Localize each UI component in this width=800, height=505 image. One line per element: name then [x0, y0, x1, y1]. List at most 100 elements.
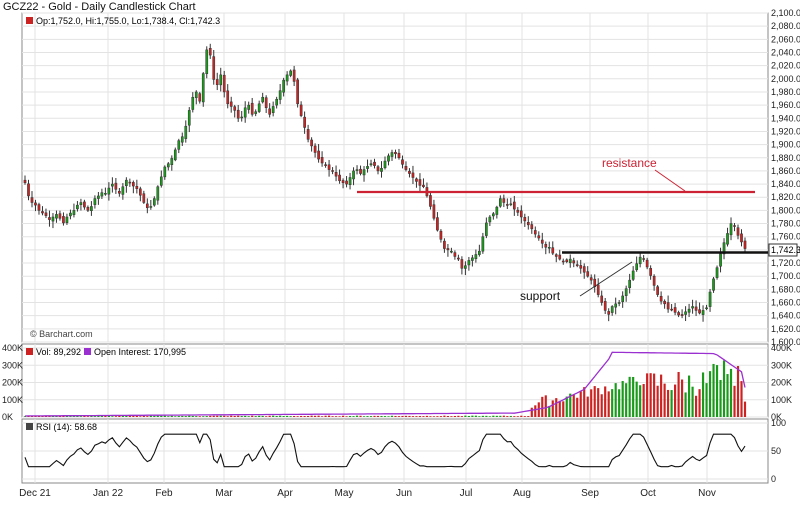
volume-bar — [167, 416, 170, 417]
volume-bar — [733, 385, 736, 417]
candle-body — [125, 179, 128, 187]
volume-bar — [674, 384, 677, 417]
volume-bar — [198, 416, 201, 417]
volume-bar — [537, 402, 540, 417]
volume-bar — [415, 416, 418, 417]
price-tick-label: 1,900.0 — [771, 140, 800, 150]
volume-bar — [107, 415, 110, 417]
candle-body — [453, 252, 457, 257]
price-tick-label: 1,600.0 — [771, 337, 800, 347]
candle-body — [719, 253, 722, 267]
candle-body — [579, 265, 583, 269]
candle-body — [198, 93, 202, 102]
x-axis-label: Aug — [513, 488, 531, 499]
volume-bar — [611, 389, 614, 417]
volume-bars-layer — [23, 351, 747, 468]
volume-bar — [579, 391, 582, 417]
candle-body — [408, 170, 411, 174]
volume-bar — [425, 415, 429, 417]
volume-bar — [69, 416, 72, 417]
volume-bar — [205, 416, 208, 417]
volume-bar — [439, 416, 443, 417]
candle-body — [34, 202, 37, 206]
volume-bar — [310, 415, 313, 417]
candle-body — [97, 195, 100, 199]
volume-bar — [62, 415, 65, 417]
price-tick-label: 2,020.0 — [771, 61, 800, 71]
volume-bar — [719, 379, 722, 417]
candle-body — [296, 79, 299, 105]
candle-body — [411, 172, 415, 178]
candle-body — [194, 91, 198, 99]
candle-body — [72, 210, 76, 215]
volume-bar — [597, 388, 600, 417]
candle-body — [376, 166, 380, 172]
volume-tick-left: 400K — [2, 343, 23, 353]
volume-bar — [656, 385, 659, 417]
candle-body — [334, 172, 338, 177]
volume-bar — [293, 416, 296, 417]
last-price-label: 1,742.3 — [771, 245, 800, 255]
volume-bar — [72, 416, 76, 417]
volume-bar — [265, 416, 268, 417]
volume-bar — [383, 416, 387, 417]
volume-bar — [593, 386, 596, 417]
rsi-swatch — [26, 423, 33, 430]
credit-label: © Barchart.com — [30, 329, 93, 339]
price-tick-label: 1,940.0 — [771, 113, 800, 123]
candle-body — [191, 96, 195, 110]
candle-body — [201, 73, 205, 103]
candle-body — [596, 284, 600, 295]
levels-layer — [357, 169, 768, 297]
volume-bar — [240, 416, 243, 417]
volume-bar — [670, 390, 673, 417]
open-interest-line — [24, 351, 746, 417]
candle-body — [729, 223, 733, 236]
price-tick-label: 1,680.0 — [771, 284, 800, 294]
volume-bar — [614, 383, 617, 417]
volume-bar — [352, 416, 355, 417]
volume-bar — [184, 416, 187, 417]
volume-bar — [471, 415, 474, 417]
volume-bar — [369, 416, 373, 417]
volume-bar — [258, 415, 261, 417]
volume-bar — [649, 373, 652, 417]
price-tick-label: 2,060.0 — [771, 34, 800, 44]
candle-body — [551, 247, 555, 254]
candle-body — [257, 103, 261, 112]
volume-bar — [44, 416, 48, 417]
candle-body — [397, 152, 401, 159]
price-tick-label: 1,720.0 — [771, 258, 800, 268]
chart-title: GCZ22 - Gold - Daily Candlestick Chart — [3, 1, 196, 13]
volume-bar — [740, 381, 743, 417]
volume-bar — [244, 415, 247, 417]
candle-body — [600, 295, 604, 303]
candle-body — [558, 254, 562, 260]
candle-body — [180, 136, 184, 143]
candle-body — [306, 129, 310, 140]
volume-bar — [230, 415, 233, 417]
candle-body — [519, 210, 523, 218]
volume-bar — [432, 416, 436, 417]
volume-bar — [618, 389, 621, 417]
volume-bar — [48, 416, 51, 417]
candle-body — [65, 216, 69, 223]
x-axis-label: Mar — [215, 488, 233, 499]
candle-body — [656, 286, 659, 295]
candle-body — [537, 235, 541, 239]
candle-body — [331, 170, 334, 172]
candle-body — [429, 195, 432, 207]
candle-body — [44, 212, 48, 216]
volume-bar — [156, 415, 159, 417]
candle-body — [135, 185, 139, 189]
candle-body — [261, 96, 265, 103]
candle-body — [292, 69, 296, 82]
volume-bar — [387, 416, 390, 417]
candle-body — [677, 312, 680, 316]
candle-body — [233, 106, 237, 111]
support-label: support — [520, 289, 561, 303]
volume-bar — [555, 398, 558, 417]
candle-body — [499, 198, 502, 207]
x-axis-label: Jan 22 — [93, 488, 123, 499]
candle-body — [289, 70, 292, 76]
